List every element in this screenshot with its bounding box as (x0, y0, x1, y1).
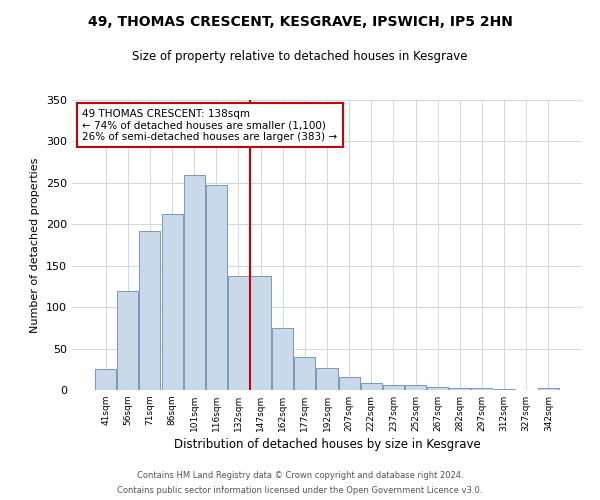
Y-axis label: Number of detached properties: Number of detached properties (31, 158, 40, 332)
Bar (228, 276, 249, 390)
Text: 49, THOMAS CRESCENT, KESGRAVE, IPSWICH, IP5 2HN: 49, THOMAS CRESCENT, KESGRAVE, IPSWICH, … (88, 15, 512, 29)
Bar (272, 328, 293, 390)
Bar (161, 214, 182, 390)
Bar (472, 388, 493, 390)
Bar (250, 276, 271, 390)
Text: 49 THOMAS CRESCENT: 138sqm
← 74% of detached houses are smaller (1,100)
26% of s: 49 THOMAS CRESCENT: 138sqm ← 74% of deta… (82, 108, 337, 142)
X-axis label: Distribution of detached houses by size in Kesgrave: Distribution of detached houses by size … (173, 438, 481, 451)
Bar (95, 370, 116, 390)
Bar (139, 231, 160, 390)
Bar (206, 186, 227, 390)
Bar (338, 376, 359, 390)
Bar (427, 386, 448, 390)
Text: Size of property relative to detached houses in Kesgrave: Size of property relative to detached ho… (132, 50, 468, 63)
Bar (449, 388, 470, 390)
Bar (405, 385, 426, 390)
Bar (118, 290, 139, 390)
Bar (361, 382, 382, 390)
Bar (383, 385, 404, 390)
Text: Contains public sector information licensed under the Open Government Licence v3: Contains public sector information licen… (118, 486, 482, 495)
Bar (316, 368, 338, 390)
Bar (295, 357, 316, 390)
Bar (494, 389, 515, 390)
Bar (184, 174, 205, 390)
Bar (538, 388, 559, 390)
Text: Contains HM Land Registry data © Crown copyright and database right 2024.: Contains HM Land Registry data © Crown c… (137, 471, 463, 480)
